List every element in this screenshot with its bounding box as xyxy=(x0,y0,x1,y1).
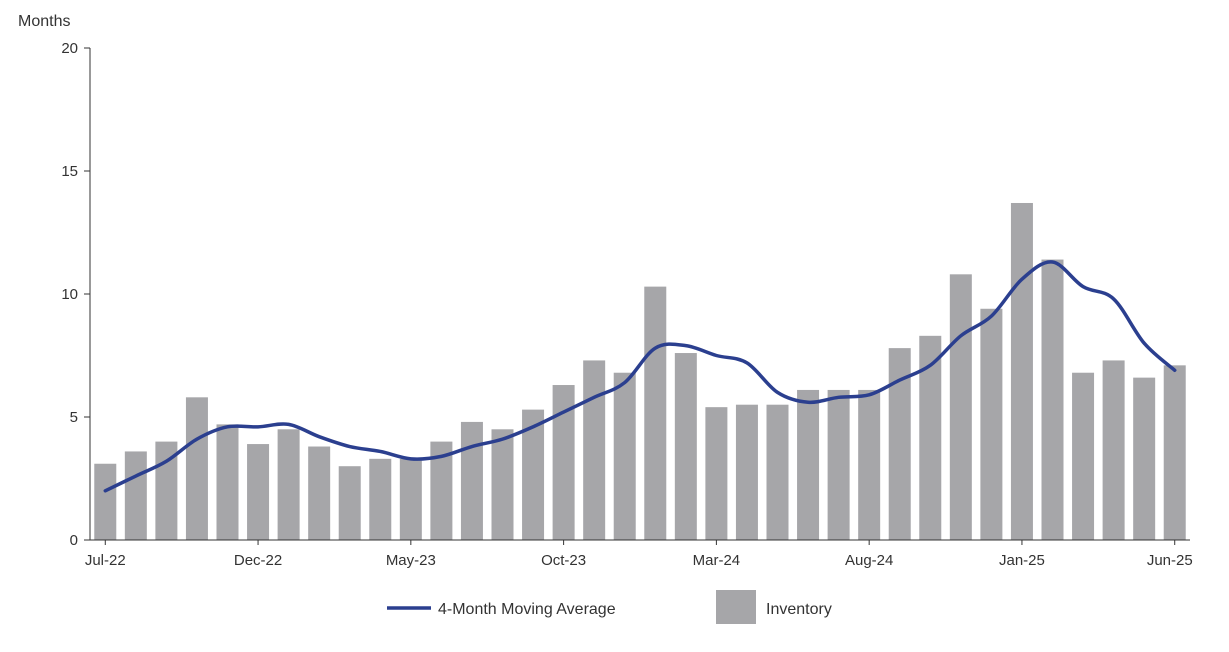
inventory-bar xyxy=(1163,365,1186,540)
inventory-bar xyxy=(827,389,850,540)
inventory-bar xyxy=(185,397,208,540)
inventory-bar xyxy=(1102,360,1125,540)
inventory-bar xyxy=(124,451,147,540)
inventory-bar xyxy=(399,458,422,540)
inventory-bar xyxy=(613,372,636,540)
inventory-bar xyxy=(1133,377,1156,540)
inventory-bar xyxy=(949,274,972,540)
inventory-bar xyxy=(94,463,117,540)
inventory-bar xyxy=(308,446,331,540)
moving-average-line xyxy=(103,260,1177,493)
inventory-bar xyxy=(552,385,575,540)
inventory-bar xyxy=(766,404,789,540)
inventory-bar xyxy=(583,360,606,540)
inventory-bar xyxy=(858,389,881,540)
inventory-bar xyxy=(797,389,820,540)
x-tick-label: Mar-24 xyxy=(693,552,741,569)
y-tick-label: 10 xyxy=(61,286,78,303)
inventory-bar xyxy=(980,308,1003,540)
x-tick-label: Aug-24 xyxy=(845,552,893,569)
y-tick-label: 15 xyxy=(61,163,78,180)
y-tick-label: 20 xyxy=(61,40,78,57)
y-tick-label: 0 xyxy=(70,532,78,549)
inventory-bar xyxy=(277,429,300,540)
inventory-bar xyxy=(1072,372,1095,540)
inventory-bar xyxy=(644,286,667,540)
inventory-bar xyxy=(247,444,270,540)
y-tick-label: 5 xyxy=(70,409,78,426)
inventory-bar xyxy=(705,407,728,540)
inventory-bar xyxy=(888,348,911,540)
legend-bar-swatch xyxy=(716,590,756,624)
inventory-bar xyxy=(338,466,361,540)
inventory-bar xyxy=(430,441,453,540)
inventory-bar xyxy=(735,404,758,540)
inventory-bar xyxy=(1010,202,1033,541)
inventory-bar xyxy=(674,353,697,540)
x-tick-label: Jun-25 xyxy=(1147,552,1193,569)
inventory-bar xyxy=(522,409,545,540)
x-tick-label: Oct-23 xyxy=(541,552,586,569)
x-tick-label: Dec-22 xyxy=(234,552,282,569)
legend-label-inventory: Inventory xyxy=(766,601,832,618)
inventory-bar xyxy=(491,429,514,540)
inventory-bar xyxy=(460,421,483,540)
inventory-bar xyxy=(369,458,392,540)
inventory-bar xyxy=(1041,259,1064,540)
inventory-bar xyxy=(216,424,239,540)
x-tick-label: May-23 xyxy=(386,552,436,569)
legend: 4-Month Moving Average Inventory xyxy=(387,590,832,624)
y-axis-title: Months xyxy=(18,13,70,30)
inventory-bar xyxy=(919,335,942,540)
x-tick-label: Jan-25 xyxy=(999,552,1045,569)
legend-label-moving-average: 4-Month Moving Average xyxy=(438,601,616,618)
x-tick-label: Jul-22 xyxy=(85,552,126,569)
